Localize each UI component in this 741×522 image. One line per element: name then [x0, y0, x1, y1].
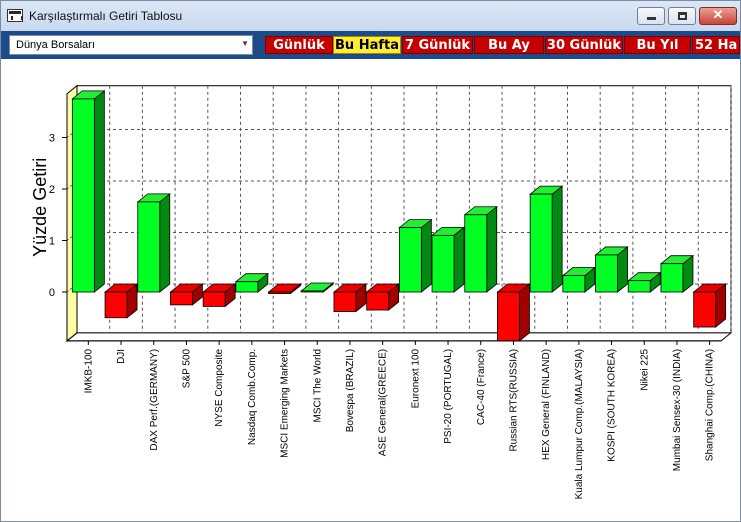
window-title: Karşılaştırmalı Getiri Tablosu: [29, 9, 183, 23]
bar-kuala-lumpur-comp-malaysia: [561, 266, 596, 293]
minimize-icon: [647, 17, 656, 20]
bar-nyse-composite: [202, 283, 237, 308]
x-tick-label: Russian RTS(RUSSIA): [508, 349, 519, 452]
x-tick-label: PSI-20 (PORTUGAL): [443, 349, 454, 444]
bar-mumbai-sensex-30-india: [659, 254, 695, 293]
bar-dax-perf-germany: [136, 193, 171, 293]
x-tick-label: CAC-40 (France): [476, 349, 487, 425]
y-tick-label: 1: [49, 236, 55, 248]
period-tab-daily[interactable]: Günlük: [265, 36, 333, 54]
bar-msci-emerging-markets: [267, 283, 302, 295]
x-tick-label: MSCI The World: [312, 349, 323, 423]
bar-hex-general-finland: [529, 185, 564, 293]
y-tick-label: 3: [49, 133, 55, 145]
x-tick-label: Kuala Lumpur Comp.(MALAYSIA): [574, 349, 585, 499]
x-tick-label: Euronext 100: [410, 348, 421, 408]
maximize-button[interactable]: [668, 7, 696, 25]
chevron-down-icon[interactable]: ▼: [241, 39, 249, 48]
period-tab-this-year[interactable]: Bu Yıl: [624, 36, 691, 54]
bar-dji: [103, 283, 139, 319]
bar-bovespa-brazil: [332, 283, 368, 313]
x-tick-label: IMKB-100: [83, 348, 94, 393]
bar-psi-20-portugal: [430, 226, 466, 293]
x-tick-label: KOSPI (SOUTH KOREA): [607, 349, 618, 462]
x-tick-label: DAX Perf.(GERMANY): [149, 349, 160, 451]
x-tick-label: Shanghai Comp.(CHINA): [705, 349, 716, 461]
bar-ase-general-greece: [365, 283, 400, 311]
bar-euronext-100: [398, 218, 433, 293]
bar-msci-the-world: [300, 282, 335, 293]
period-tab-7-days[interactable]: 7 Günlük: [402, 36, 473, 54]
close-button[interactable]: ✕: [699, 7, 737, 25]
minimize-button[interactable]: [637, 7, 665, 25]
y-tick-label: 0: [49, 287, 55, 299]
market-group-dropdown[interactable]: Dünya Borsaları ▼: [9, 35, 253, 55]
bar-shanghai-comp-china: [692, 283, 727, 328]
x-tick-label: HEX General (FINLAND): [541, 349, 552, 460]
plot-floor: [65, 332, 733, 342]
dropdown-value: Dünya Borsaları: [16, 39, 95, 51]
x-tick-label: DJI: [116, 349, 127, 364]
y-axis-label: Yüzde Getiri: [30, 158, 50, 257]
returns-bar-chart: 0 1 2 3 Yüzde Getiri IMKB-100 DJI DAX Perf.(GER…: [30, 84, 733, 499]
period-tab-this-week[interactable]: Bu Hafta: [333, 36, 401, 54]
x-tick-label: Mumbai Sensex-30 (INDIA): [672, 349, 683, 471]
x-tick-label: MSCI Emerging Markets: [280, 349, 291, 458]
period-tab-this-month[interactable]: Bu Ay: [474, 36, 544, 54]
bar-russian-rts-russia: [496, 283, 531, 342]
x-tick-label: Bovespa (BRAZIL): [345, 349, 356, 432]
toolbar: Dünya Borsaları ▼ Günlük Bu Hafta 7 Günl…: [1, 31, 740, 59]
title-bar[interactable]: Karşılaştırmalı Getiri Tablosu ✕: [1, 1, 740, 32]
period-tab-52-weeks[interactable]: 52 Ha: [692, 36, 740, 54]
x-tick-label: Nasdaq Comb.Comp.: [247, 349, 258, 445]
app-icon: [7, 9, 23, 22]
x-tick-label: NYSE Composite: [214, 348, 225, 426]
close-icon: ✕: [712, 7, 724, 22]
period-tab-30-days[interactable]: 30 Günlük: [545, 36, 623, 54]
bar-cac-40-france: [463, 205, 498, 293]
x-tick-label: Nikei 225: [639, 349, 650, 391]
bar-nasdaq-comb-comp: [234, 272, 269, 293]
x-tick-label: ASE General(GREECE): [378, 349, 389, 456]
bar-kospi-south-korea: [594, 246, 629, 293]
y-tick-label: 2: [49, 184, 55, 196]
x-tick-label: S&P 500: [181, 348, 192, 388]
bar-nikei-225: [627, 271, 662, 293]
bar-s-p-500: [169, 283, 204, 306]
maximize-icon: [678, 12, 687, 20]
bar-imkb-100: [71, 90, 106, 293]
